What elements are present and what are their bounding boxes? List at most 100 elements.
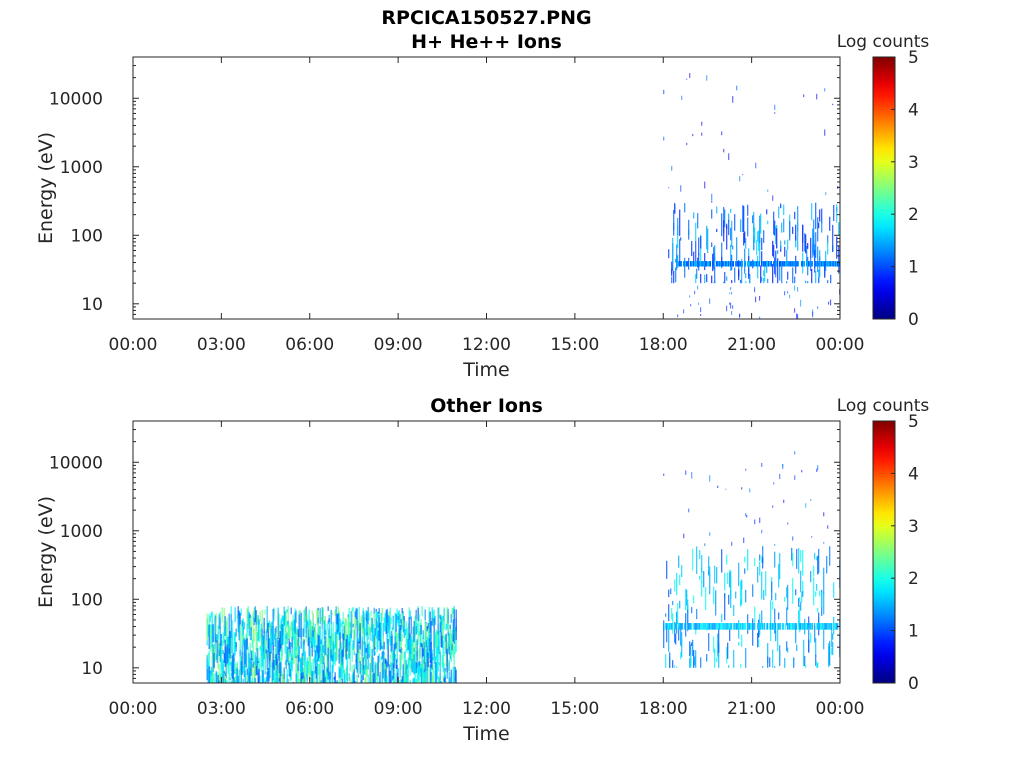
data-cell: [242, 635, 244, 640]
data-cell: [793, 657, 795, 666]
data-cell: [262, 670, 264, 683]
data-cell: [219, 634, 221, 644]
data-cell: [805, 234, 807, 254]
data-cell: [451, 614, 453, 619]
data-cell: [743, 261, 745, 267]
data-cell: [739, 313, 741, 317]
data-cell: [242, 678, 244, 683]
colorbar-tick-label: 5: [908, 412, 919, 432]
data-cell: [415, 619, 417, 627]
data-cell: [663, 136, 665, 141]
data-cell: [313, 670, 315, 683]
data-cell: [327, 647, 329, 676]
data-cell: [322, 655, 324, 665]
data-cell: [427, 626, 429, 652]
data-cell: [811, 203, 813, 221]
data-cell: [405, 659, 407, 678]
data-cell: [430, 671, 432, 681]
data-cell: [767, 278, 769, 284]
data-cell: [760, 265, 762, 284]
data-cell: [761, 623, 763, 630]
data-cell: [798, 623, 800, 630]
data-cell: [402, 679, 404, 683]
data-cell: [240, 661, 242, 682]
x-tick-label: 15:00: [550, 335, 599, 355]
data-cell: [247, 646, 249, 675]
data-cell: [786, 261, 788, 267]
data-cell: [806, 261, 808, 267]
data-cell: [440, 616, 442, 638]
data-cell: [341, 678, 343, 683]
data-cell: [741, 487, 743, 490]
data-cell: [695, 273, 697, 284]
data-cell: [419, 651, 421, 659]
data-cell: [695, 240, 697, 267]
data-cell: [356, 608, 358, 636]
data-cell: [229, 631, 231, 646]
data-cell: [223, 623, 225, 644]
data-cell: [437, 649, 439, 672]
data-cell: [211, 646, 213, 671]
data-cell: [373, 673, 375, 683]
data-cell: [772, 240, 774, 257]
data-cell: [454, 666, 456, 681]
data-cell: [266, 674, 268, 682]
data-cell: [746, 514, 748, 518]
data-cell: [206, 655, 208, 670]
data-cell: [413, 647, 415, 653]
data-cell: [369, 663, 371, 683]
data-cell: [291, 659, 293, 672]
data-cell: [383, 679, 385, 683]
data-cell: [665, 654, 667, 668]
data-cell: [364, 679, 366, 683]
data-cell: [229, 677, 231, 681]
data-cell: [787, 239, 789, 251]
data-cell: [279, 662, 281, 683]
data-cell: [694, 623, 696, 630]
data-cell: [784, 240, 786, 245]
data-cell: [795, 224, 797, 241]
data-cell: [224, 672, 226, 677]
data-cell: [668, 589, 670, 598]
data-cell: [835, 261, 837, 267]
data-cell: [248, 612, 250, 636]
data-cell: [250, 680, 252, 683]
data-cell: [695, 650, 697, 668]
data-cell: [730, 570, 732, 598]
data-cell: [825, 192, 827, 196]
data-cell: [415, 646, 417, 658]
data-cell: [230, 606, 232, 622]
data-cell: [709, 532, 711, 536]
data-cell: [730, 287, 732, 290]
data-cell: [752, 215, 754, 224]
x-tick-label: 12:00: [462, 335, 511, 355]
data-cell: [721, 623, 723, 630]
data-cell: [259, 675, 261, 683]
data-cell: [299, 665, 301, 683]
data-cell: [800, 570, 802, 593]
data-cell: [716, 623, 718, 630]
data-cell: [715, 590, 717, 616]
data-cell: [818, 222, 820, 229]
data-cell: [278, 649, 280, 674]
data-cell: [814, 625, 816, 643]
data-cell: [430, 680, 432, 683]
data-cell: [273, 672, 275, 683]
data-cell: [787, 584, 789, 610]
data-cell: [801, 469, 803, 473]
data-cell: [291, 639, 293, 655]
data-cell: [345, 639, 347, 660]
data-cell: [290, 607, 292, 615]
data-cell: [212, 644, 214, 672]
data-cell: [669, 652, 671, 668]
data-cell: [455, 625, 457, 640]
data-cell: [696, 546, 698, 575]
data-cell: [761, 555, 763, 563]
data-cell: [228, 643, 230, 654]
data-cell: [772, 649, 774, 668]
data-cell: [713, 623, 715, 630]
data-cell: [252, 611, 254, 635]
data-cell: [824, 88, 826, 92]
data-cell: [234, 680, 236, 683]
data-cell: [705, 261, 707, 267]
